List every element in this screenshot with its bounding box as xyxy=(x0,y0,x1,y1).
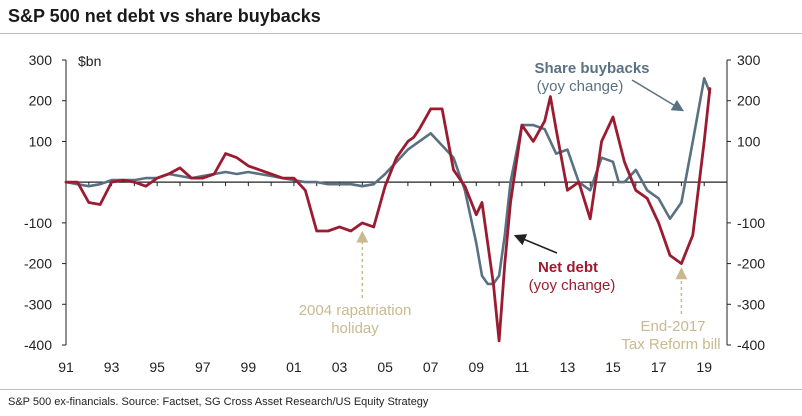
share-buybacks-label: Share buybacks xyxy=(534,60,649,77)
x-tick-label: 95 xyxy=(149,359,165,375)
tax-reform-annotation-line1: End-2017 xyxy=(640,318,705,335)
y-tick-right: -100 xyxy=(737,215,765,231)
x-tick-label: 01 xyxy=(286,359,302,375)
y-tick-left: -400 xyxy=(24,337,52,353)
source-footnote: S&P 500 ex-financials. Source: Factset, … xyxy=(8,396,428,408)
y-tick-right: -300 xyxy=(737,296,765,312)
y-tick-left: -200 xyxy=(24,256,52,272)
y-tick-left: 300 xyxy=(29,52,53,68)
repatriation-annotation-line1: 2004 rapatriation xyxy=(299,302,412,319)
x-tick-label: 13 xyxy=(560,359,576,375)
x-tick-label: 17 xyxy=(651,359,667,375)
x-tick-label: 05 xyxy=(377,359,393,375)
x-tick-label: 93 xyxy=(104,359,120,375)
y-tick-right: 100 xyxy=(737,133,761,149)
footer-divider xyxy=(0,389,802,390)
y-tick-right: -200 xyxy=(737,256,765,272)
x-tick-label: 99 xyxy=(241,359,257,375)
share-buybacks-sublabel: (yoy change) xyxy=(537,78,624,95)
y-tick-left: -300 xyxy=(24,296,52,312)
tax-reform-annotation-line2: Tax Reform bill xyxy=(621,336,720,353)
x-tick-label: 15 xyxy=(605,359,621,375)
x-tick-label: 97 xyxy=(195,359,211,375)
repatriation-annotation-line2: holiday xyxy=(331,320,379,337)
y-tick-right: -400 xyxy=(737,337,765,353)
y-tick-left: 100 xyxy=(29,133,53,149)
share-buybacks-arrow xyxy=(632,80,682,110)
x-tick-label: 91 xyxy=(58,359,74,375)
y-tick-right: 200 xyxy=(737,93,761,109)
net-debt-arrow xyxy=(516,236,557,253)
x-tick-label: 09 xyxy=(468,359,484,375)
x-tick-label: 03 xyxy=(332,359,348,375)
y-tick-right: 300 xyxy=(737,52,761,68)
x-tick-label: 19 xyxy=(696,359,712,375)
x-tick-label: 07 xyxy=(423,359,439,375)
y-tick-left: -100 xyxy=(24,215,52,231)
y-tick-left: 200 xyxy=(29,93,53,109)
net-debt-sublabel: (yoy change) xyxy=(529,277,616,294)
x-tick-label: 11 xyxy=(515,359,530,375)
y-axis-unit-label: $bn xyxy=(78,53,101,69)
net-debt-label: Net debt xyxy=(538,259,598,276)
